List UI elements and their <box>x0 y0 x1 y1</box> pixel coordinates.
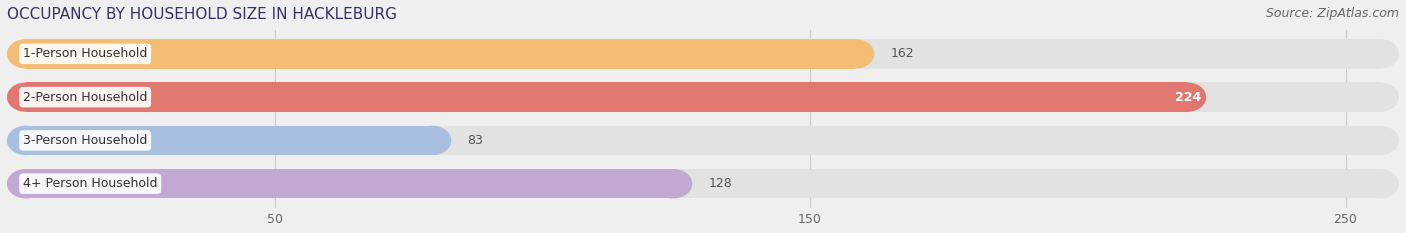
Text: 1-Person Household: 1-Person Household <box>22 47 148 60</box>
Ellipse shape <box>7 169 45 199</box>
Text: OCCUPANCY BY HOUSEHOLD SIZE IN HACKLEBURG: OCCUPANCY BY HOUSEHOLD SIZE IN HACKLEBUR… <box>7 7 396 22</box>
Bar <box>25 82 1187 112</box>
Ellipse shape <box>654 169 692 199</box>
Bar <box>25 169 673 199</box>
Ellipse shape <box>1361 169 1399 199</box>
Ellipse shape <box>837 39 875 69</box>
Ellipse shape <box>1361 82 1399 112</box>
Text: Source: ZipAtlas.com: Source: ZipAtlas.com <box>1265 7 1399 20</box>
Bar <box>25 82 1381 112</box>
Ellipse shape <box>7 82 45 112</box>
Text: 162: 162 <box>890 47 914 60</box>
Ellipse shape <box>7 39 45 69</box>
Ellipse shape <box>1361 126 1399 155</box>
Ellipse shape <box>7 39 45 69</box>
Ellipse shape <box>1361 39 1399 69</box>
Ellipse shape <box>7 169 45 199</box>
Text: 83: 83 <box>467 134 484 147</box>
Bar <box>25 126 432 155</box>
Text: 224: 224 <box>1174 91 1201 104</box>
Text: 3-Person Household: 3-Person Household <box>22 134 148 147</box>
Ellipse shape <box>7 82 45 112</box>
Bar <box>25 39 855 69</box>
Bar <box>25 39 1381 69</box>
Ellipse shape <box>7 126 45 155</box>
Text: 4+ Person Household: 4+ Person Household <box>22 177 157 190</box>
Text: 2-Person Household: 2-Person Household <box>22 91 148 104</box>
Ellipse shape <box>1168 82 1206 112</box>
Ellipse shape <box>7 126 45 155</box>
Text: 128: 128 <box>709 177 733 190</box>
Ellipse shape <box>413 126 451 155</box>
Bar <box>25 126 1381 155</box>
Bar <box>25 169 1381 199</box>
